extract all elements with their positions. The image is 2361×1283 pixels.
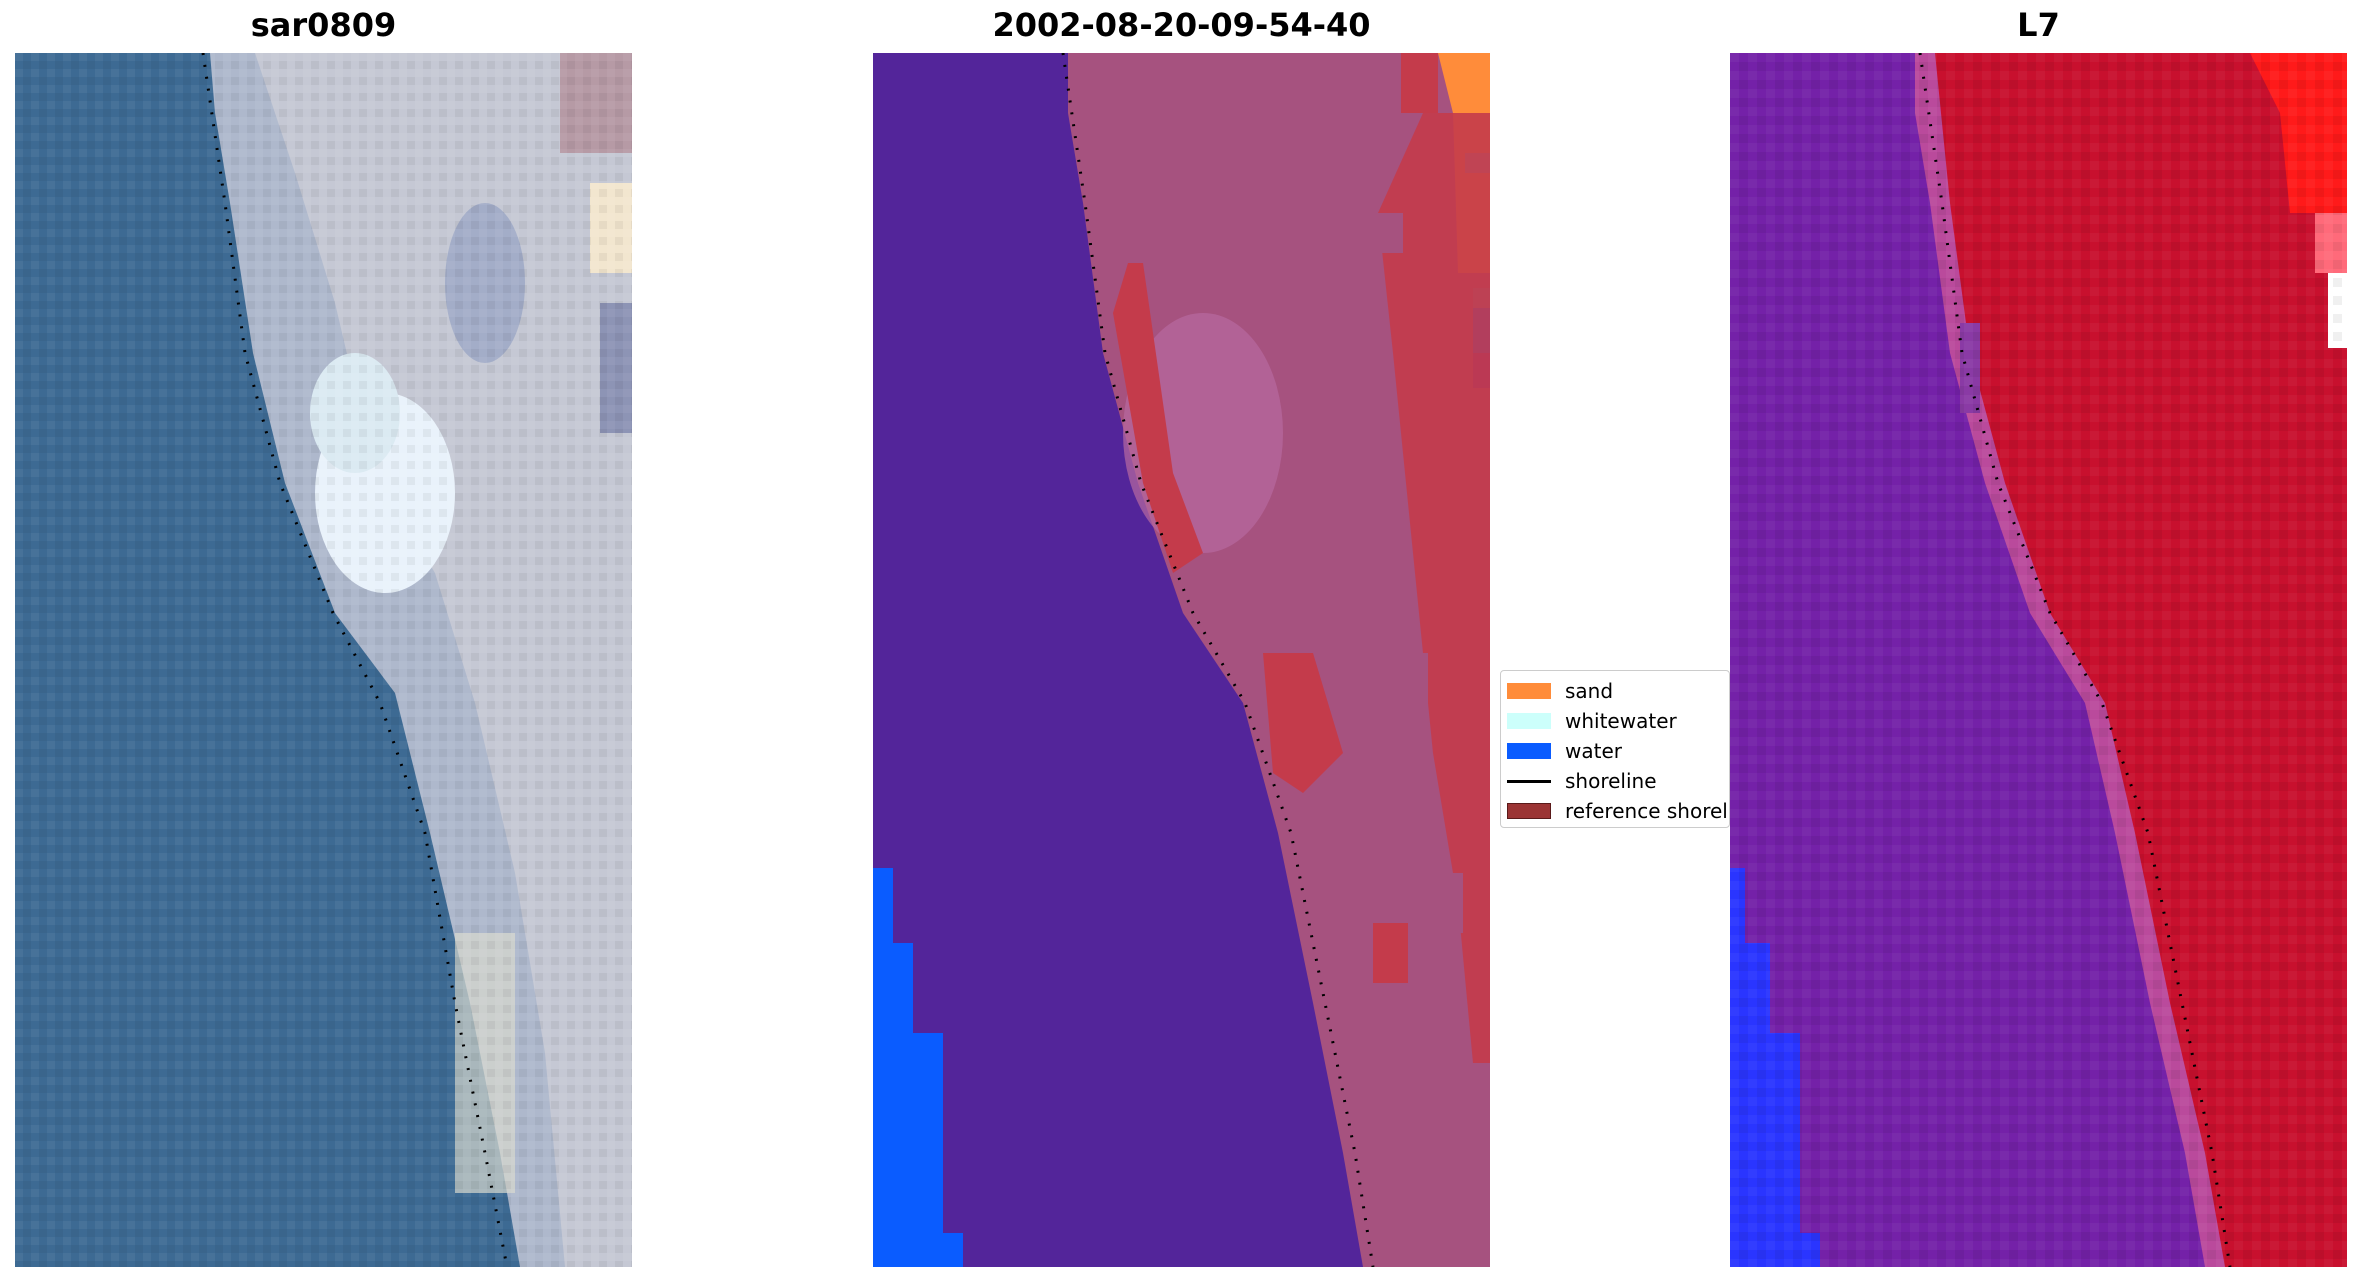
panel-title-rgb: sar0809: [250, 6, 397, 44]
index-image-panel: [1730, 53, 2347, 1267]
rgb-image-panel: [15, 53, 632, 1267]
legend-item-reference-shoreline: reference shoreline: [1507, 797, 1729, 825]
legend-item-shoreline: shoreline: [1507, 767, 1657, 795]
rgb-image: [15, 53, 632, 1267]
shoreline-dots: [1918, 53, 2232, 1267]
legend-item-sand: sand: [1507, 677, 1613, 705]
sand-swatch-icon: [1507, 683, 1551, 699]
whitewater-swatch-icon: [1507, 713, 1551, 729]
classified-image-panel: [873, 53, 1490, 1267]
shoreline-dots: [1061, 53, 1375, 1267]
index-image: [1730, 53, 2347, 1267]
panel-title-classified: 2002-08-20-09-54-40: [992, 6, 1371, 44]
reference-shoreline-swatch-icon: [1507, 803, 1551, 819]
classified-image: [873, 53, 1490, 1267]
water-swatch-icon: [1507, 743, 1551, 759]
legend-item-whitewater: whitewater: [1507, 707, 1677, 735]
legend: sand whitewater water shoreline referenc…: [1500, 670, 1730, 828]
legend-label-whitewater: whitewater: [1565, 709, 1677, 733]
shoreline-line-icon: [1507, 779, 1551, 783]
panel-title-index: L7: [2017, 6, 2060, 44]
legend-item-water: water: [1507, 737, 1622, 765]
legend-label-sand: sand: [1565, 679, 1614, 703]
legend-label-water: water: [1565, 739, 1622, 763]
legend-label-reference-shoreline: reference shoreline: [1565, 799, 1729, 823]
legend-label-shoreline: shoreline: [1565, 769, 1657, 793]
